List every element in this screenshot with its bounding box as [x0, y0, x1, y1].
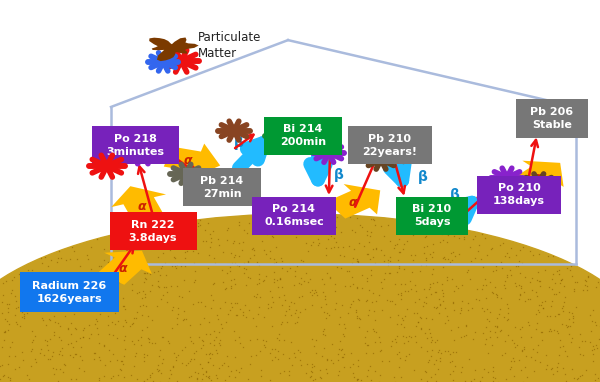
Polygon shape [164, 144, 220, 180]
FancyBboxPatch shape [110, 212, 197, 250]
Text: Particulate
Matter: Particulate Matter [198, 31, 262, 60]
FancyBboxPatch shape [183, 168, 261, 206]
Text: β: β [334, 168, 344, 182]
Polygon shape [149, 37, 199, 61]
Text: α: α [118, 262, 127, 275]
FancyBboxPatch shape [252, 197, 336, 235]
Text: Pb 206
Stable: Pb 206 Stable [530, 107, 574, 130]
Text: Po 210
138days: Po 210 138days [493, 183, 545, 206]
Text: Bi 214
200min: Bi 214 200min [280, 124, 326, 147]
Text: α: α [184, 154, 192, 167]
FancyBboxPatch shape [20, 272, 119, 312]
Text: Pb 214
27min: Pb 214 27min [200, 176, 244, 199]
FancyBboxPatch shape [477, 176, 561, 214]
Polygon shape [111, 186, 166, 222]
Ellipse shape [0, 214, 600, 382]
Polygon shape [511, 161, 563, 194]
Text: Radium 226
1626years: Radium 226 1626years [32, 281, 106, 304]
Text: Po 218
3minutes: Po 218 3minutes [106, 134, 164, 157]
Text: Po 214
0.16msec: Po 214 0.16msec [264, 204, 324, 227]
Text: β: β [449, 188, 459, 202]
FancyBboxPatch shape [516, 99, 588, 138]
Text: α: α [137, 200, 146, 213]
FancyBboxPatch shape [91, 126, 179, 164]
FancyBboxPatch shape [396, 197, 468, 235]
Polygon shape [98, 251, 152, 285]
Text: β: β [234, 136, 244, 150]
Text: α: α [349, 196, 357, 209]
Polygon shape [327, 184, 380, 219]
FancyBboxPatch shape [348, 126, 432, 164]
Text: Pb 210
22years!: Pb 210 22years! [362, 134, 418, 157]
FancyBboxPatch shape [264, 117, 342, 155]
Text: β: β [418, 170, 427, 184]
Text: Bi 210
5days: Bi 210 5days [412, 204, 452, 227]
Text: Rn 222
3.8days: Rn 222 3.8days [129, 220, 177, 243]
Text: α: α [532, 172, 541, 185]
